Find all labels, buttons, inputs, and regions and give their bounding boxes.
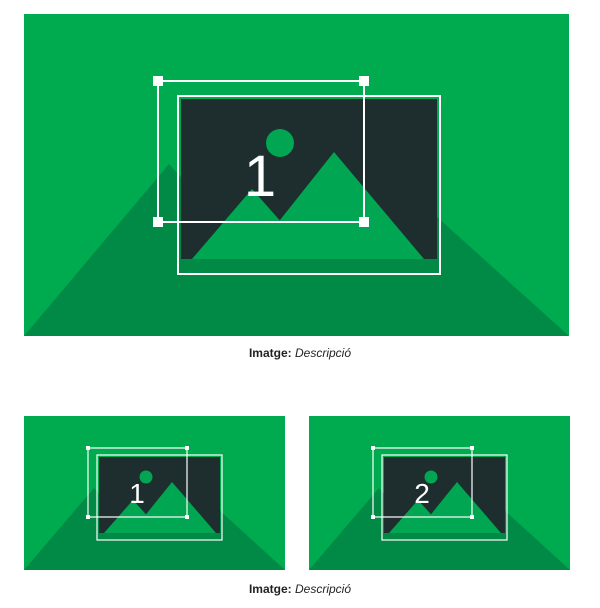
crop-selection-box[interactable] bbox=[87, 447, 188, 518]
sun-icon bbox=[424, 470, 438, 484]
photo-mountain-large bbox=[131, 482, 216, 533]
image-placeholder-icon: 2 bbox=[309, 416, 570, 570]
caption-top: Imatge: Descripció bbox=[0, 346, 600, 360]
large-image-figure: 1 bbox=[24, 14, 569, 336]
caption-text: Descripció bbox=[295, 346, 352, 360]
caption-bottom: Imatge: Descripció bbox=[0, 582, 600, 596]
crop-handle-top-left[interactable] bbox=[153, 76, 163, 86]
caption-text: Descripció bbox=[295, 582, 352, 596]
crop-handle-top-left[interactable] bbox=[86, 446, 90, 450]
crop-handle-bottom-right[interactable] bbox=[359, 217, 369, 227]
small-image-figure-2: 2 bbox=[309, 416, 570, 570]
small-image-figure-1: 1 bbox=[24, 416, 285, 570]
photo-frame-border bbox=[381, 454, 508, 541]
image-placeholder-icon: 1 bbox=[24, 416, 285, 570]
caption-label: Imatge: bbox=[248, 346, 292, 360]
photo-frame-border bbox=[177, 95, 441, 275]
crop-handle-top-right[interactable] bbox=[470, 446, 474, 450]
sun-icon bbox=[139, 470, 153, 484]
photo-frame-border bbox=[96, 454, 223, 541]
crop-number-label: 1 bbox=[244, 144, 276, 209]
image-placeholder-icon: 1 bbox=[24, 14, 569, 336]
crop-handle-bottom-left[interactable] bbox=[153, 217, 163, 227]
caption-label: Imatge: bbox=[248, 582, 292, 596]
crop-handle-top-right[interactable] bbox=[359, 76, 369, 86]
crop-handle-top-left[interactable] bbox=[371, 446, 375, 450]
crop-handle-top-right[interactable] bbox=[185, 446, 189, 450]
crop-number-label: 1 bbox=[129, 478, 145, 509]
photo-mountain-large bbox=[416, 482, 501, 533]
sun-icon bbox=[266, 129, 294, 157]
crop-handle-bottom-left[interactable] bbox=[371, 515, 375, 519]
crop-handle-bottom-right[interactable] bbox=[470, 515, 474, 519]
crop-number-label: 2 bbox=[414, 478, 430, 509]
crop-selection-box[interactable] bbox=[157, 80, 365, 223]
crop-selection-box[interactable] bbox=[372, 447, 473, 518]
crop-handle-bottom-left[interactable] bbox=[86, 515, 90, 519]
photo-mountain-large bbox=[249, 152, 424, 259]
crop-handle-bottom-right[interactable] bbox=[185, 515, 189, 519]
